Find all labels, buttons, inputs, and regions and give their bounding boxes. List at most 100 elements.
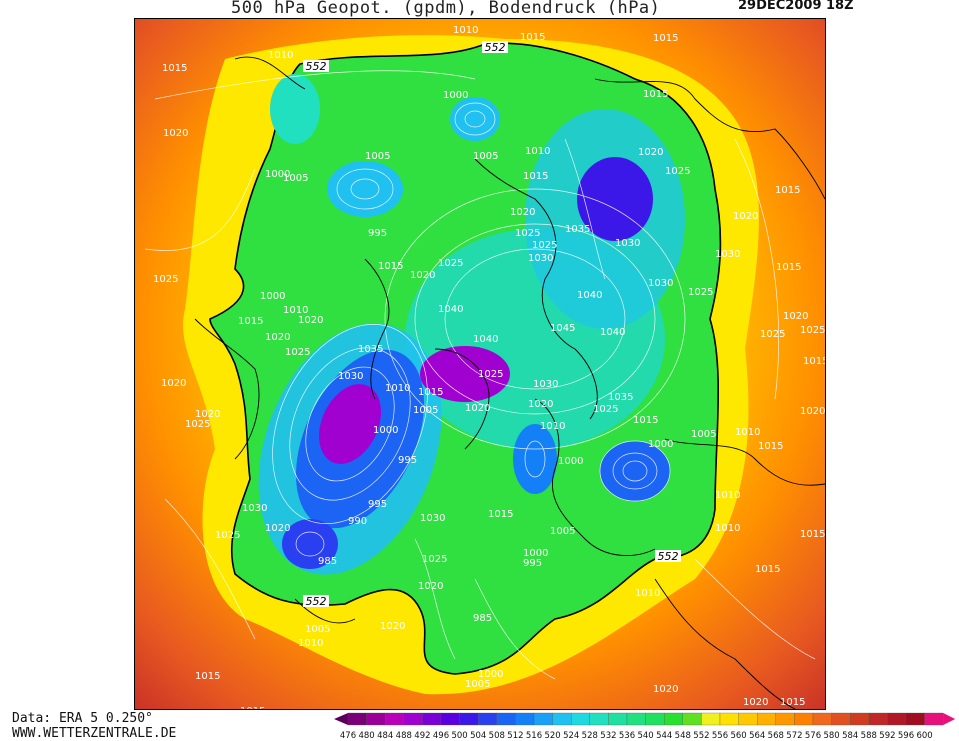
pressure-label: 1000 xyxy=(558,456,583,467)
pressure-label: 1030 xyxy=(533,379,558,390)
pressure-label: 1020 xyxy=(783,311,808,322)
pressure-label: 1015 xyxy=(520,32,545,43)
pressure-label: 1025 xyxy=(478,369,503,380)
pressure-label: 1020 xyxy=(265,523,290,534)
purple-low-atlantic xyxy=(319,384,381,464)
color-scale-labels: 476 480 484 488 492 496 500 504 508 512 516 520 524 5… xyxy=(340,731,933,740)
pressure-label: 1000 xyxy=(265,169,290,180)
scale-swatch xyxy=(347,712,367,726)
scale-swatch xyxy=(403,712,423,726)
pressure-label: 1015 xyxy=(633,415,658,426)
pressure-label: 1015 xyxy=(758,441,783,452)
pressure-label: 1015 xyxy=(775,185,800,196)
pressure-label: 1015 xyxy=(378,261,403,272)
map-title: 500 hPa Geopot. (gpdm), Bodendruck (hPa) xyxy=(231,0,661,18)
pressure-label: 1020 xyxy=(528,399,553,410)
pressure-label: 1015 xyxy=(240,706,265,709)
scale-label: 544 xyxy=(656,731,672,740)
scale-label: 600 xyxy=(916,731,932,740)
pressure-label: 1000 xyxy=(648,439,673,450)
scale-swatch xyxy=(905,712,925,726)
pressure-label: 1025 xyxy=(593,404,618,415)
pressure-label: 1040 xyxy=(577,290,602,301)
pressure-label: 1025 xyxy=(760,329,785,340)
pressure-label: 1010 xyxy=(525,146,550,157)
pressure-label: 1000 xyxy=(443,90,468,101)
scale-swatch xyxy=(626,712,646,726)
pressure-label: 1000 xyxy=(478,669,503,680)
pressure-label: 1020 xyxy=(465,403,490,414)
pressure-label: 1030 xyxy=(715,249,740,260)
blue-low-scandinavia xyxy=(513,424,557,494)
scale-label: 584 xyxy=(842,731,858,740)
pressure-label: 1020 xyxy=(800,406,825,417)
pressure-label: 1000 xyxy=(260,291,285,302)
pressure-label: 1010 xyxy=(540,421,565,432)
scale-swatch xyxy=(422,712,442,726)
pressure-label: 1040 xyxy=(473,334,498,345)
scale-swatch xyxy=(664,712,683,726)
scale-swatch xyxy=(515,712,535,726)
pressure-label: 985 xyxy=(318,556,337,567)
height-label: 552 xyxy=(658,550,679,563)
pressure-label: 1020 xyxy=(161,378,186,389)
height-label: 552 xyxy=(306,595,327,608)
pressure-label: 1015 xyxy=(488,509,513,520)
scale-label: 528 xyxy=(582,731,598,740)
scale-arrow-right xyxy=(943,713,956,725)
scale-label: 564 xyxy=(749,731,765,740)
scale-swatch xyxy=(924,712,944,726)
pressure-label: 1010 xyxy=(635,588,660,599)
cyan-low-pacific xyxy=(450,97,500,141)
pressure-label: 1000 xyxy=(523,548,548,559)
pressure-label: 1005 xyxy=(465,679,490,690)
blue-trough-siberia xyxy=(577,157,653,241)
pressure-label: 1025 xyxy=(285,347,310,358)
pressure-label: 1015 xyxy=(643,89,668,100)
cyan-region-canada xyxy=(270,74,320,144)
blue-low-labrador xyxy=(282,519,338,569)
pressure-label: 1005 xyxy=(473,151,498,162)
scale-swatch xyxy=(459,712,479,726)
color-scale-boxes xyxy=(334,712,956,726)
scale-label: 516 xyxy=(526,731,542,740)
scale-label: 588 xyxy=(861,731,877,740)
scale-label: 484 xyxy=(377,731,393,740)
pressure-label: 1015 xyxy=(162,63,187,74)
scale-label: 520 xyxy=(544,731,560,740)
scale-arrow-left xyxy=(334,713,348,725)
scale-label: 556 xyxy=(712,731,728,740)
website[interactable]: WWW.WETTERZENTRALE.DE xyxy=(12,726,177,741)
scale-label: 532 xyxy=(600,731,616,740)
pressure-label: 1010 xyxy=(268,50,293,61)
coastlines xyxy=(194,56,825,709)
scale-label: 552 xyxy=(693,731,709,740)
pressure-label: 1005 xyxy=(283,173,308,184)
scale-swatch xyxy=(850,712,869,726)
pressure-label: 1020 xyxy=(733,211,758,222)
pressure-label: 995 xyxy=(368,499,387,510)
scale-label: 476 xyxy=(340,731,356,740)
scale-label: 504 xyxy=(470,731,486,740)
weather-map[interactable]: 552 552 552 552 1010 1015 1020 1000 1005 1025… xyxy=(134,18,826,710)
scale-swatch xyxy=(738,712,758,726)
pressure-label: 1020 xyxy=(298,315,323,326)
pressure-label: 1030 xyxy=(242,503,267,514)
map-datetime: 29DEC2009 18Z xyxy=(738,0,854,13)
pressure-label: 1015 xyxy=(776,262,801,273)
scale-label: 572 xyxy=(786,731,802,740)
blue-low-europe xyxy=(600,441,670,501)
pressure-label: 1010 xyxy=(283,305,308,316)
pressure-label: 1040 xyxy=(600,327,625,338)
pressure-label: 1015 xyxy=(418,387,443,398)
pressure-label: 990 xyxy=(348,516,367,527)
scale-label: 548 xyxy=(675,731,691,740)
scale-swatch xyxy=(682,712,702,726)
cyan-low-alaska xyxy=(327,161,403,217)
scale-label: 524 xyxy=(563,731,579,740)
pressure-label: 1005 xyxy=(550,526,575,537)
pressure-label: 985 xyxy=(473,613,492,624)
scale-swatch xyxy=(757,712,776,726)
scale-label: 560 xyxy=(730,731,746,740)
scale-swatch xyxy=(440,712,460,726)
